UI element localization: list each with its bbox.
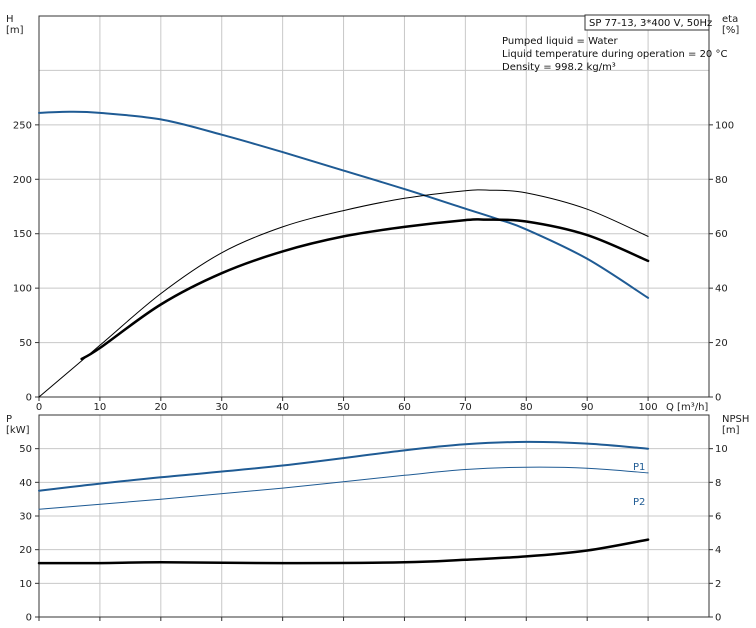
lower-y-left-tick-label: 30: [19, 512, 32, 523]
lower-y-left-tick-label: 0: [26, 613, 32, 624]
upper-series-line-2: [80, 218, 650, 361]
upper-y-right-tick-label: 20: [715, 338, 728, 349]
up-left-title-line: [m]: [6, 25, 24, 36]
lower-chart-series: [37, 440, 650, 565]
lower-y-right-tick-label: 0: [715, 613, 721, 624]
up-right-title-line: [%]: [722, 25, 739, 36]
lo-left-title-line: [kW]: [6, 425, 30, 436]
lower-y-left-tick-label: 50: [19, 444, 32, 455]
upper-y-left-tick-label: 100: [13, 284, 32, 295]
upper-y-left-tick-label: 150: [13, 229, 32, 240]
x-tick-label: 20: [154, 402, 167, 413]
series-label-p2: P2: [633, 497, 645, 508]
info-line-density: Density = 998.2 kg/m³: [502, 62, 616, 73]
lower-y-right-tick-label: 4: [715, 545, 721, 556]
x-tick-label: 70: [459, 402, 472, 413]
lower-y-left-tick-label: 10: [19, 579, 32, 590]
upper-y-right-tick-label: 40: [715, 284, 728, 295]
info-box-title: SP 77-13, 3*400 V, 50Hz: [589, 18, 712, 29]
upper-y-right-tick-label: 60: [715, 229, 728, 240]
info-line-liquid: Pumped liquid = Water: [502, 36, 619, 47]
lower-y-right-tick-label: 10: [715, 444, 728, 455]
x-tick-label: 50: [337, 402, 350, 413]
lower-y-left-tick-label: 40: [19, 478, 32, 489]
up-left-title-line: H: [6, 14, 14, 25]
lower-y-right-tick-label: 2: [715, 579, 721, 590]
upper-left-axis-title: H [m]: [6, 14, 24, 36]
series-label-p1: P1: [633, 462, 645, 473]
upper-y-left-tick-label: 0: [26, 393, 32, 404]
lower-series-p1: [38, 440, 650, 492]
lower-y-left-tick-label: 20: [19, 545, 32, 556]
lower-chart-ticks: 0 10 20 30 40 50 0 2 4 6 8 10: [19, 444, 727, 623]
lo-right-title-line: NPSH: [722, 414, 749, 425]
upper-y-right-tick-label: 0: [715, 393, 721, 404]
x-tick-label: 30: [215, 402, 228, 413]
upper-right-axis-title: eta [%]: [722, 14, 739, 36]
x-tick-label: 0: [36, 402, 42, 413]
lower-chart-grid: [38, 414, 710, 618]
x-tick-label: 100: [639, 402, 658, 413]
up-right-title-line: eta: [722, 14, 738, 25]
upper-y-right-tick-label: 80: [715, 175, 728, 186]
upper-series-line-0: [38, 110, 650, 299]
upper-y-right-tick-label: 100: [715, 120, 734, 131]
x-tick-label: 40: [276, 402, 289, 413]
lower-y-right-tick-label: 6: [715, 512, 721, 523]
lower-right-axis-title: NPSH [m]: [722, 414, 749, 436]
x-tick-label: 10: [94, 402, 107, 413]
lo-left-title-line: P: [6, 414, 12, 425]
info-line-temperature: Liquid temperature during operation = 20…: [502, 49, 727, 60]
lower-series-p2: [38, 466, 649, 510]
lower-left-axis-title: P [kW]: [6, 414, 30, 436]
upper-chart-grid: [38, 15, 710, 398]
lower-y-right-tick-label: 8: [715, 478, 721, 489]
upper-y-left-tick-label: 250: [13, 120, 32, 131]
upper-y-left-tick-label: 50: [19, 338, 32, 349]
x-tick-label: 80: [520, 402, 533, 413]
upper-chart-ticks: 0 10 20 30 40 50 60 70 80 90 100 0 50 100 150 200 250 0 20…: [13, 120, 734, 413]
x-axis-title: Q [m³/h]: [666, 402, 708, 413]
x-tick-label: 60: [398, 402, 411, 413]
upper-plot-frame: [38, 15, 710, 398]
info-box-title-frame: [584, 14, 710, 31]
upper-chart-series: [38, 110, 650, 398]
lo-right-title-line: [m]: [722, 425, 740, 436]
upper-y-left-tick-label: 200: [13, 175, 32, 186]
lower-series-line-2: [37, 538, 650, 565]
upper-series-line-1: [38, 189, 649, 398]
x-tick-label: 90: [581, 402, 594, 413]
